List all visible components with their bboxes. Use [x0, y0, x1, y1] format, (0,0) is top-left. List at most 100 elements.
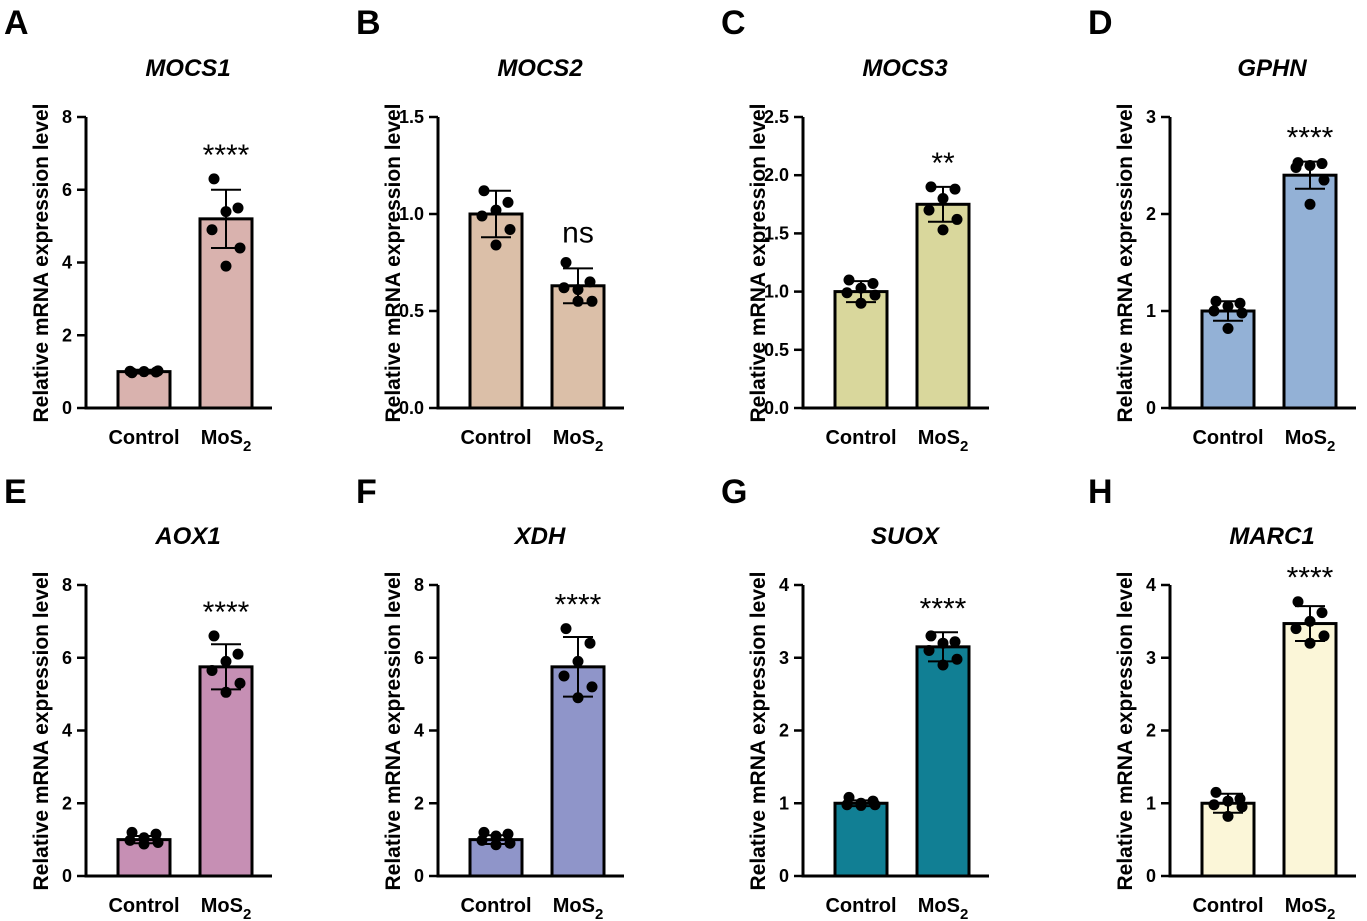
data-point [124, 834, 136, 846]
y-tick-label: 4 [779, 575, 789, 595]
data-point [841, 287, 853, 299]
data-point [1304, 615, 1316, 627]
panel-a: A MOCS1 Relative mRNA expression level 0 2 4 6… [4, 4, 272, 455]
data-point [1222, 322, 1234, 334]
data-point [1208, 799, 1220, 811]
y-tick-label: 2.0 [764, 165, 789, 185]
data-point [951, 653, 963, 665]
y-axis-label: Relative mRNA expression level [382, 103, 405, 422]
data-point [234, 677, 246, 689]
data-point [1234, 297, 1246, 309]
bar-mos2 [1282, 173, 1338, 410]
data-point [502, 828, 514, 840]
y-tick-label: 6 [62, 180, 72, 200]
data-point [504, 224, 516, 236]
y-tick-label: 3 [1146, 107, 1156, 127]
data-point [476, 834, 488, 846]
x-tick-label: Control [825, 895, 896, 917]
chart-title: SUOX [871, 523, 941, 550]
y-tick-label: 0.0 [399, 398, 424, 418]
chart-title: GPHN [1237, 55, 1307, 82]
data-point [558, 282, 570, 294]
data-point [949, 183, 961, 195]
y-tick-label: 1 [1146, 793, 1156, 813]
panel-e: E AOX1 Relative mRNA expression level 0 2 4 6 8… [4, 473, 272, 921]
bar-mos2 [915, 645, 971, 878]
data-point [1292, 596, 1304, 608]
significance-label: **** [203, 596, 250, 629]
panel-letter: H [1088, 473, 1113, 511]
y-tick-label: 0 [779, 866, 789, 886]
data-point [1236, 801, 1248, 813]
y-tick-label: 2 [62, 793, 72, 813]
x-tick-label: MoS2 [918, 895, 969, 921]
y-axis-label: Relative mRNA expression level [747, 103, 770, 422]
data-point [925, 630, 937, 642]
data-point [951, 213, 963, 225]
panel-letter: C [721, 4, 746, 42]
y-axis-label: Relative mRNA expression level [30, 103, 53, 422]
panel-f: F XDH Relative mRNA expression level 0 2 4 6 8 C… [356, 473, 624, 921]
y-tick-label: 2 [62, 325, 72, 345]
data-point [923, 204, 935, 216]
data-point [586, 681, 598, 693]
y-axis-label: Relative mRNA expression level [747, 571, 770, 890]
data-point [1222, 810, 1234, 822]
x-tick-label: Control [460, 427, 531, 449]
x-tick-label: Control [1192, 427, 1263, 449]
data-point [855, 799, 867, 811]
significance-label: **** [555, 589, 602, 622]
panel-letter: B [356, 4, 381, 42]
x-tick-label: Control [460, 895, 531, 917]
data-point [206, 224, 218, 236]
y-tick-label: 0.5 [399, 301, 424, 321]
data-point [1210, 786, 1222, 798]
data-point [1316, 607, 1328, 619]
panel-g: G SUOX Relative mRNA expression level 0 1 2 3 4… [721, 473, 989, 921]
data-point [925, 181, 937, 193]
data-point [206, 664, 218, 676]
data-point [220, 655, 232, 667]
data-point [584, 637, 596, 649]
data-point [1236, 307, 1248, 319]
data-point [502, 196, 514, 208]
x-tick-label: MoS2 [553, 895, 604, 921]
data-point [138, 366, 150, 378]
chart-title: MOCS3 [862, 55, 948, 82]
y-tick-label: 1.0 [399, 204, 424, 224]
data-point [1222, 300, 1234, 312]
y-tick-label: 4 [1146, 575, 1156, 595]
chart-title: AOX1 [154, 523, 220, 550]
data-point [560, 257, 572, 268]
data-point [490, 839, 502, 851]
data-point [572, 655, 584, 667]
y-axis-label: Relative mRNA expression level [30, 571, 53, 890]
y-tick-label: 3 [779, 648, 789, 668]
panel-letter: G [721, 473, 747, 511]
data-point [560, 623, 572, 635]
data-point [937, 659, 949, 671]
y-tick-label: 2.5 [764, 107, 789, 127]
data-point [1222, 795, 1234, 807]
data-point [152, 365, 164, 377]
data-point [869, 289, 881, 301]
y-tick-label: 4 [62, 721, 72, 741]
x-tick-label: MoS2 [201, 895, 252, 921]
y-tick-label: 0.0 [764, 398, 789, 418]
data-point [869, 799, 881, 811]
data-point [949, 636, 961, 648]
y-tick-label: 8 [414, 575, 424, 595]
y-tick-label: 6 [62, 648, 72, 668]
x-tick-label: Control [825, 427, 896, 449]
data-point [841, 799, 853, 811]
y-tick-label: 1.0 [764, 282, 789, 302]
data-point [478, 185, 490, 197]
y-tick-label: 0.5 [764, 340, 789, 360]
panel-letter: F [356, 473, 377, 511]
y-axis-label: Relative mRNA expression level [1114, 103, 1137, 422]
data-point [584, 276, 596, 288]
y-tick-label: 1 [1146, 301, 1156, 321]
x-tick-label: Control [108, 427, 179, 449]
data-point [1304, 160, 1316, 171]
